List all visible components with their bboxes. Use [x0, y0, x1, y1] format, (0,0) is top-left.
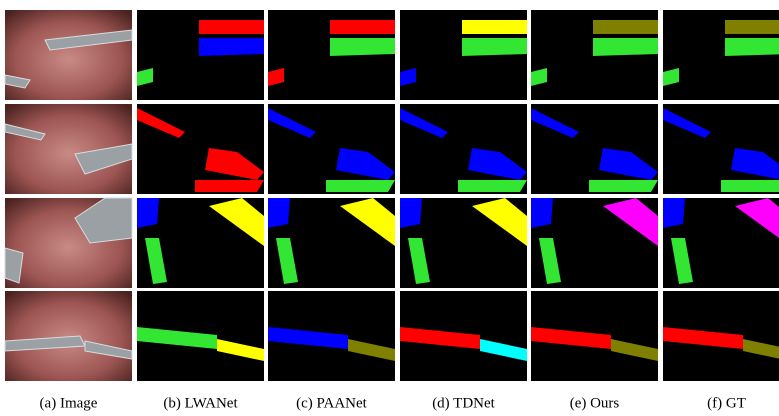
mask-panel	[531, 104, 658, 194]
segment	[663, 198, 685, 228]
segment	[593, 38, 658, 56]
image-panel	[4, 291, 133, 381]
segment	[725, 38, 779, 56]
instrument	[44, 29, 133, 51]
mask-panel	[268, 198, 395, 288]
captions: (a) Image (b) LWANet (c) PAANet (d) TDNet (e…	[40, 395, 746, 411]
segment	[731, 148, 779, 180]
segment	[400, 108, 448, 138]
instrument	[74, 143, 133, 175]
caption: (f) GT	[707, 395, 746, 411]
segment	[268, 68, 284, 86]
instrument	[4, 123, 46, 141]
segment	[663, 327, 743, 349]
segment	[472, 198, 527, 246]
mask-panel	[137, 198, 264, 288]
segment	[137, 198, 159, 228]
segment	[462, 20, 527, 34]
mask-panel	[663, 198, 779, 288]
segment	[721, 180, 779, 192]
mask-panel	[268, 104, 395, 194]
segment	[603, 198, 658, 246]
segment	[400, 327, 480, 349]
segment	[671, 238, 693, 284]
segment	[268, 108, 316, 138]
segment	[539, 238, 561, 284]
segment	[735, 198, 779, 238]
segment	[400, 68, 416, 86]
segment	[276, 238, 298, 284]
segment	[195, 180, 264, 192]
tissue	[5, 291, 132, 381]
panel-grid	[4, 10, 779, 381]
segment	[145, 238, 167, 284]
segment	[336, 148, 395, 180]
segment	[458, 180, 527, 192]
segment	[137, 68, 153, 86]
mask-panel	[268, 291, 395, 381]
mask-panel	[663, 10, 779, 100]
mask-panel	[663, 104, 779, 194]
mask-panel	[531, 291, 658, 381]
segment	[589, 180, 658, 192]
segment	[663, 108, 711, 138]
mask-panel	[400, 291, 527, 381]
mask-panel	[663, 291, 779, 381]
segment	[531, 327, 611, 349]
segment	[268, 198, 290, 228]
segment	[340, 198, 395, 246]
segment	[531, 198, 553, 228]
segment	[137, 108, 185, 138]
segment	[408, 238, 430, 284]
segment	[330, 38, 395, 56]
caption: (b) LWANet	[163, 395, 238, 411]
mask-panel	[400, 198, 527, 288]
mask-panel	[137, 10, 264, 100]
mask-panel	[400, 104, 527, 194]
segment	[480, 339, 527, 361]
instrument	[74, 197, 133, 244]
caption: (c) PAANet	[296, 395, 368, 411]
segment	[531, 68, 547, 86]
mask-panel	[137, 291, 264, 381]
mask-panel	[268, 10, 395, 100]
segment	[663, 68, 679, 86]
instrument	[4, 74, 31, 89]
caption: (a) Image	[40, 395, 98, 411]
caption: (d) TDNet	[432, 395, 495, 411]
segment	[743, 339, 779, 359]
segment	[137, 327, 217, 349]
segment	[330, 20, 395, 34]
segment	[326, 180, 395, 192]
instrument	[4, 247, 24, 284]
segment	[268, 327, 348, 349]
mask-panel	[137, 104, 264, 194]
mask-panel	[531, 198, 658, 288]
image-panel	[4, 197, 133, 288]
segment	[611, 339, 658, 361]
segment	[400, 198, 422, 228]
segment	[531, 108, 579, 138]
segment	[725, 20, 779, 34]
image-panel	[4, 10, 133, 100]
segment	[199, 20, 264, 34]
segment	[462, 38, 527, 56]
segment	[209, 198, 264, 246]
segment	[599, 148, 658, 180]
segment	[217, 339, 264, 361]
segment	[348, 339, 395, 361]
image-panel	[4, 104, 133, 194]
segment	[468, 148, 527, 180]
mask-panel	[400, 10, 527, 100]
caption: (e) Ours	[570, 395, 620, 411]
segment	[205, 148, 264, 180]
instrument	[84, 340, 133, 360]
segment	[199, 38, 264, 56]
segment	[593, 20, 658, 34]
mask-panel	[531, 10, 658, 100]
